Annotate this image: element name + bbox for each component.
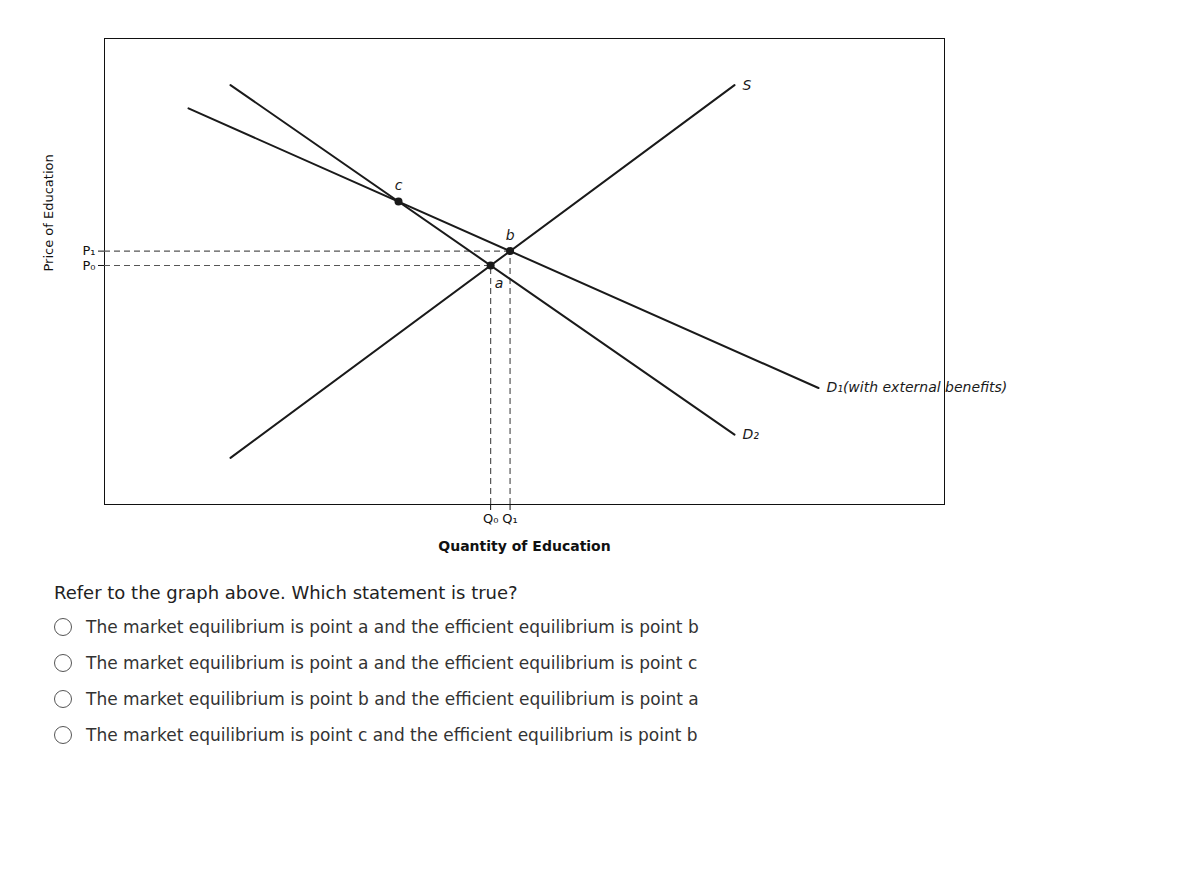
svg-text:D₂: D₂ xyxy=(743,426,760,442)
html-text:Refer to the graph above. Whic: Refer to the graph above. Which statemen… xyxy=(54,582,518,603)
svg-text:P₀: P₀ xyxy=(82,258,95,273)
svg-text:Quantity of Education: Quantity of Education xyxy=(438,538,610,554)
svg-text:a: a xyxy=(495,275,504,291)
svg-text:c: c xyxy=(395,177,403,193)
html-text:The market equilibrium is poin: The market equilibrium is point a and th… xyxy=(86,653,698,673)
svg-text:D₁(with external benefits): D₁(with external benefits) xyxy=(827,379,1008,395)
svg-text:P₁: P₁ xyxy=(82,243,95,258)
svg-text:Price of Education: Price of Education xyxy=(41,154,56,271)
svg-text:Q₁: Q₁ xyxy=(502,511,517,526)
svg-text:Q₀: Q₀ xyxy=(483,511,498,526)
html-text:The market equilibrium is poin: The market equilibrium is point a and th… xyxy=(86,617,699,637)
svg-text:S: S xyxy=(743,77,752,93)
html-text:The market equilibrium is poin: The market equilibrium is point b and th… xyxy=(86,689,699,709)
html-text:The market equilibrium is poin: The market equilibrium is point c and th… xyxy=(86,725,698,745)
svg-text:b: b xyxy=(506,227,515,243)
